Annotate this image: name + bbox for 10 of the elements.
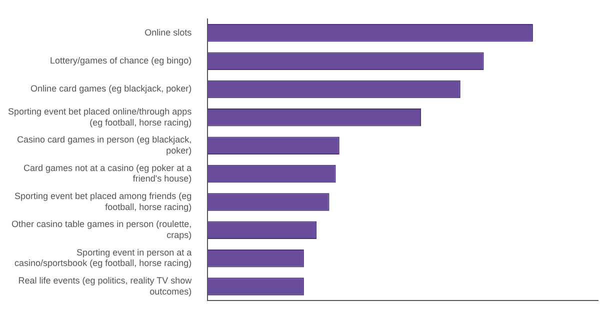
y-tick-label: Online slots — [144, 27, 192, 38]
y-tick-label: Sporting event in person at a casino/sportsbook (eg football, horse racing) — [14, 247, 192, 268]
y-tick-label: Card games not at a casino (eg poker at a friend's house) — [24, 162, 192, 184]
y-tick-label: Other casino table games in person (roulette, craps) — [12, 219, 192, 240]
y-tick-label: Casino card games in person (eg blackjack, poker) — [17, 134, 192, 156]
y-tick-label: Real life events (eg politics, reality TV show outcomes) — [18, 276, 192, 296]
y-tick-label: Sporting event bet placed online/through apps (eg football, horse racing) — [8, 106, 192, 128]
y-tick-label: Online card games (eg blackjack, poker) — [30, 84, 192, 94]
y-tick-label: Lottery/games of chance (eg bingo) — [50, 56, 192, 66]
y-tick-label: Sporting event bet placed among friends (eg football, horse racing) — [14, 191, 192, 212]
